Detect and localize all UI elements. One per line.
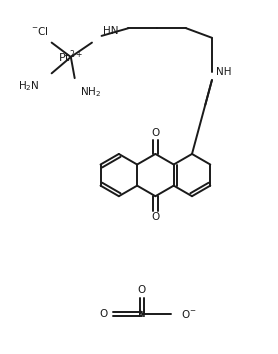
Text: $^{-}$Cl: $^{-}$Cl	[31, 25, 49, 37]
Text: H$_2$N: H$_2$N	[18, 79, 39, 93]
Text: NH$_2$: NH$_2$	[80, 86, 101, 99]
Text: N: N	[138, 309, 146, 319]
Text: NH: NH	[216, 67, 231, 78]
Text: HN: HN	[103, 26, 118, 36]
Text: O: O	[151, 212, 160, 222]
Text: Pt$^{2+}$: Pt$^{2+}$	[58, 49, 83, 65]
Text: O: O	[99, 309, 108, 319]
Text: O: O	[138, 285, 146, 295]
Text: O: O	[151, 128, 160, 138]
Text: O$^{−}$: O$^{−}$	[181, 308, 197, 320]
